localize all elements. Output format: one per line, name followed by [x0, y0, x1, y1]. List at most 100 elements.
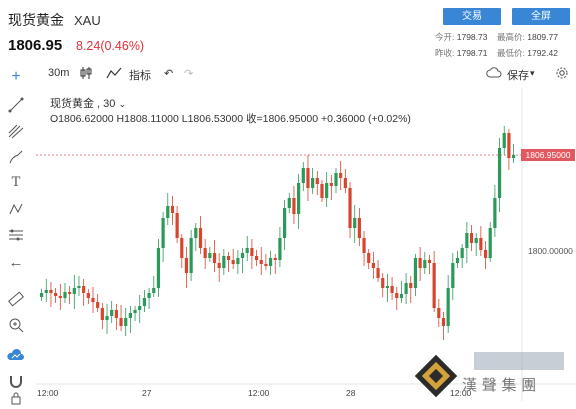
- quote-header: 现货黄金 XAU 1806.95 8.24(0.46%) 交易 全屏 今开: 17…: [0, 0, 576, 62]
- redo-icon[interactable]: ↷: [184, 68, 194, 80]
- save-dropdown-icon[interactable]: ▾: [530, 68, 535, 78]
- instrument-name: 现货黄金: [8, 12, 64, 28]
- candle-body: [297, 183, 301, 214]
- candle-body: [124, 318, 128, 326]
- candle-body: [488, 228, 492, 258]
- candle-body: [105, 316, 109, 320]
- candle-body: [142, 298, 147, 306]
- candle-body: [184, 258, 189, 273]
- back-arrow-icon[interactable]: ←: [8, 254, 24, 271]
- candle-body: [91, 298, 95, 302]
- brush-icon[interactable]: [6, 147, 26, 167]
- candle-body: [283, 208, 287, 238]
- candle-body: [72, 288, 76, 294]
- cloud-chart-icon[interactable]: [6, 346, 26, 366]
- candle-body: [446, 288, 450, 326]
- candle-body: [385, 286, 390, 288]
- magnet-icon[interactable]: [6, 371, 26, 391]
- candle-body: [357, 218, 361, 238]
- measure-lines-icon[interactable]: [6, 225, 26, 245]
- candle-body: [268, 258, 273, 266]
- save-button[interactable]: 保存: [507, 70, 529, 82]
- candle-body: [371, 263, 375, 268]
- candle-body: [161, 218, 165, 248]
- x-axis-label: 12:00: [450, 388, 472, 398]
- undo-icon[interactable]: ↶: [164, 68, 174, 80]
- candle-body: [320, 184, 324, 198]
- stat-open: 今开: 1798.73: [435, 32, 488, 42]
- fullscreen-button[interactable]: 全屏: [512, 8, 570, 25]
- candle-body: [273, 258, 277, 260]
- price-chart[interactable]: [36, 88, 576, 401]
- candle-body: [362, 238, 366, 253]
- candle-type-icon[interactable]: [80, 66, 92, 83]
- candle-body: [423, 260, 427, 268]
- candle-body: [390, 286, 394, 293]
- current-price: 1806.95: [8, 37, 63, 54]
- candle-body: [189, 238, 193, 273]
- candle-body: [236, 258, 240, 264]
- candle-body: [376, 268, 380, 278]
- candle-body: [441, 318, 446, 326]
- lock-icon[interactable]: [6, 389, 26, 409]
- candle-body: [180, 238, 184, 258]
- candle-body: [110, 310, 114, 316]
- candle-body: [418, 258, 422, 268]
- chart-toolbar: 30m 指标 ↶ ↷ 保存 ▾: [0, 63, 576, 85]
- cloud-icon[interactable]: [486, 66, 502, 82]
- candle-body: [353, 218, 357, 228]
- pattern-icon[interactable]: [6, 199, 26, 219]
- candle-body: [306, 168, 310, 188]
- candle-body: [404, 283, 408, 294]
- candlestick-series: [40, 126, 516, 340]
- interval-selector[interactable]: 30m: [48, 67, 70, 79]
- settings-icon[interactable]: [555, 66, 569, 83]
- candle-body: [511, 155, 516, 158]
- fib-tool-icon[interactable]: [6, 121, 26, 141]
- trade-button[interactable]: 交易: [443, 8, 501, 25]
- chart-legend-title: 现货黄金 , 30 ⌄: [50, 98, 127, 110]
- candle-body: [114, 310, 118, 318]
- stat-high: 最高价: 1809.77: [497, 32, 558, 42]
- candle-body: [474, 238, 478, 243]
- candle-body: [437, 308, 441, 318]
- candle-body: [348, 188, 352, 228]
- candle-body: [315, 178, 319, 184]
- candle-body: [278, 238, 282, 260]
- candle-body: [367, 253, 371, 263]
- candle-body: [292, 198, 296, 214]
- crosshair-icon[interactable]: +: [11, 68, 21, 85]
- candle-body: [325, 183, 329, 198]
- candle-body: [68, 292, 72, 294]
- candle-body: [259, 260, 263, 264]
- candle-body: [329, 183, 333, 186]
- candle-body: [465, 233, 469, 248]
- candle-body: [460, 248, 464, 258]
- candle-body: [287, 198, 291, 208]
- candle-body: [58, 296, 62, 298]
- candle-body: [427, 260, 432, 263]
- candle-body: [194, 228, 198, 238]
- candle-body: [128, 313, 132, 318]
- candle-body: [170, 206, 175, 213]
- y-axis-label: 1800.00000: [528, 246, 573, 256]
- candle-body: [507, 133, 511, 158]
- candle-body: [226, 256, 231, 260]
- candle-body: [49, 290, 53, 293]
- indicators-icon[interactable]: [106, 66, 122, 83]
- indicators-button[interactable]: 指标: [129, 70, 151, 82]
- candle-body: [138, 306, 142, 310]
- ruler-icon[interactable]: [6, 289, 26, 309]
- candle-body: [245, 248, 249, 253]
- candle-body: [479, 238, 483, 250]
- candle-body: [395, 293, 399, 298]
- candle-body: [240, 253, 245, 258]
- candle-body: [212, 253, 217, 263]
- text-tool-icon[interactable]: T: [11, 175, 21, 190]
- candle-body: [250, 248, 254, 256]
- zoom-in-icon[interactable]: [6, 315, 26, 335]
- candle-body: [381, 278, 385, 288]
- candle-body: [152, 288, 156, 293]
- trendline-icon[interactable]: [6, 95, 26, 115]
- candle-body: [198, 228, 203, 248]
